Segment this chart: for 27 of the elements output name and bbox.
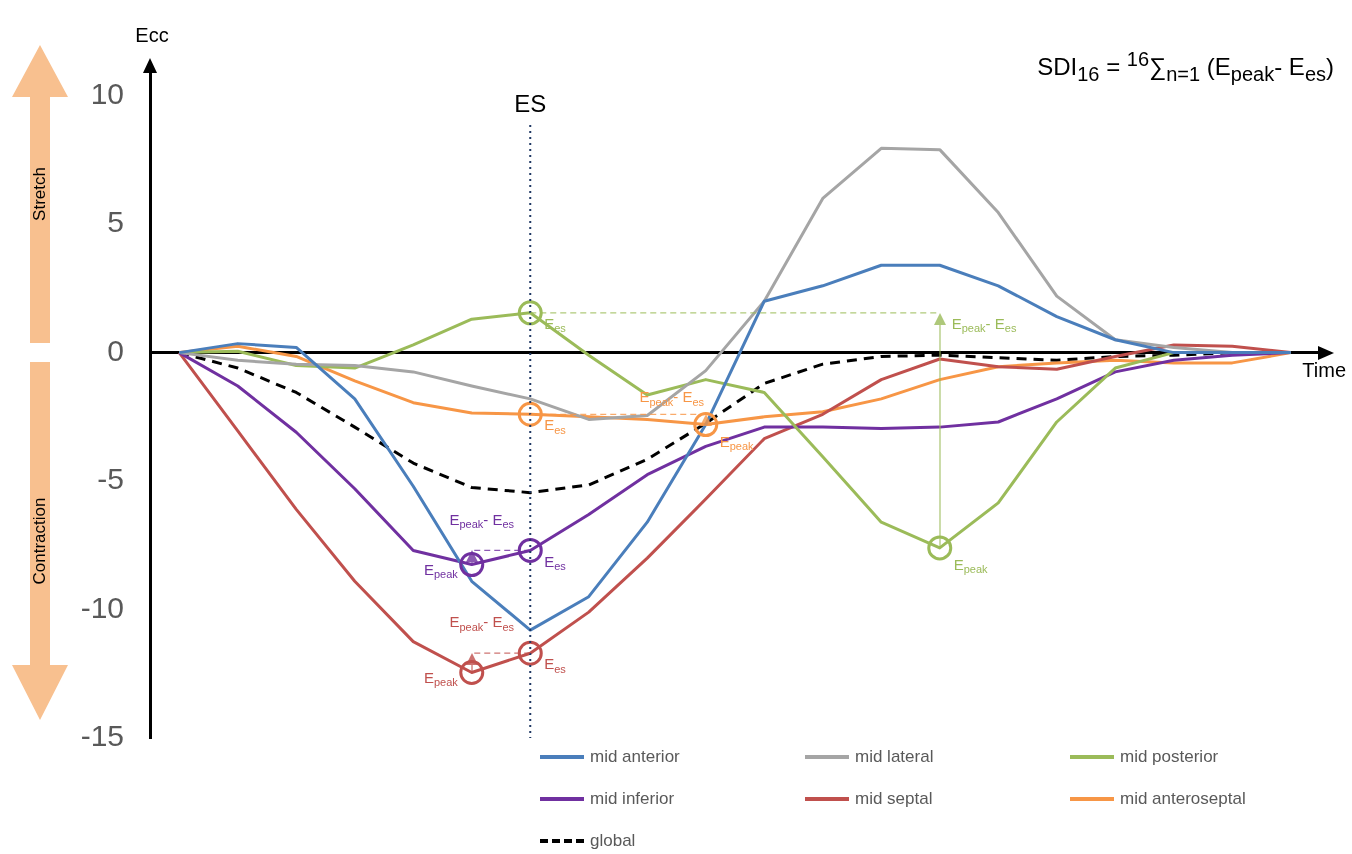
y-tick-label: -5 bbox=[97, 462, 124, 496]
point bbox=[459, 552, 485, 578]
y-tick-label: -10 bbox=[80, 590, 124, 624]
annotation: ES bbox=[514, 89, 547, 117]
legend-label: mid septal bbox=[855, 789, 933, 809]
text: Stretch bbox=[30, 167, 50, 221]
y-tick-label: -15 bbox=[80, 719, 124, 753]
legend-label: global bbox=[590, 831, 636, 851]
y-tick-label: 0 bbox=[107, 333, 124, 367]
text: Contraction bbox=[30, 497, 50, 585]
legend-label: mid anteroseptal bbox=[1120, 789, 1246, 809]
legend-label: mid posterior bbox=[1120, 747, 1219, 767]
point bbox=[517, 401, 543, 427]
point bbox=[693, 412, 719, 438]
point bbox=[517, 300, 543, 326]
legend-label: mid inferior bbox=[590, 789, 675, 809]
y-tick-label: 10 bbox=[90, 76, 124, 110]
point bbox=[517, 537, 543, 563]
point bbox=[927, 535, 953, 561]
legend-label: mid lateral bbox=[855, 747, 934, 767]
chart-title: SDI$_{16}$ = $^{16}$∑$_{n=1}$ (E$_{peak}$- E$_{es}$) bbox=[1037, 48, 1334, 85]
y-tick-label: 5 bbox=[107, 205, 124, 239]
x-axis-title: Time bbox=[1302, 359, 1346, 382]
point bbox=[517, 640, 543, 666]
point bbox=[459, 659, 485, 685]
y-axis-title: Ecc bbox=[135, 23, 169, 46]
legend-label: mid anterior bbox=[590, 747, 680, 767]
